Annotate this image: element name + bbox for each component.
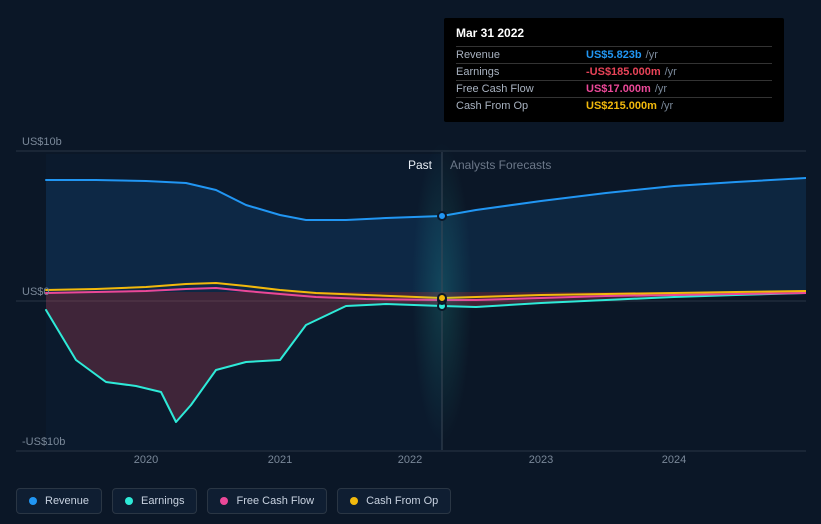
legend-dot-icon <box>220 497 228 505</box>
legend-label: Cash From Op <box>366 495 438 507</box>
tooltip-row-value: US$5.823b <box>586 49 642 61</box>
tooltip-row: Cash From OpUS$215.000m/yr <box>456 97 772 114</box>
legend-item[interactable]: Free Cash Flow <box>207 488 327 514</box>
series-marker <box>437 293 447 303</box>
tooltip-row: Earnings-US$185.000m/yr <box>456 63 772 80</box>
x-axis-label: 2023 <box>529 454 553 466</box>
legend-dot-icon <box>125 497 133 505</box>
legend-item[interactable]: Cash From Op <box>337 488 451 514</box>
tooltip-row-suffix: /yr <box>646 49 658 61</box>
tooltip-row-value: -US$185.000m <box>586 66 661 78</box>
tooltip-row-value: US$17.000m <box>586 83 651 95</box>
tooltip-row-label: Cash From Op <box>456 100 586 112</box>
tooltip-row-value: US$215.000m <box>586 100 657 112</box>
chart-legend: Revenue Earnings Free Cash Flow Cash From O… <box>16 488 451 514</box>
legend-dot-icon <box>29 497 37 505</box>
legend-item[interactable]: Revenue <box>16 488 102 514</box>
y-axis-label: US$0 <box>22 286 50 298</box>
tooltip-row-label: Earnings <box>456 66 586 78</box>
tooltip-row-suffix: /yr <box>665 66 677 78</box>
forecast-label: Analysts Forecasts <box>450 158 551 172</box>
x-axis-label: 2021 <box>268 454 292 466</box>
tooltip-row: Free Cash FlowUS$17.000m/yr <box>456 80 772 97</box>
tooltip-row-label: Revenue <box>456 49 586 61</box>
x-axis-label: 2020 <box>134 454 158 466</box>
x-axis-label: 2024 <box>662 454 686 466</box>
tooltip-row-label: Free Cash Flow <box>456 83 586 95</box>
legend-label: Revenue <box>45 495 89 507</box>
legend-label: Earnings <box>141 495 184 507</box>
chart-tooltip: Mar 31 2022 RevenueUS$5.823b/yrEarnings-… <box>444 18 784 122</box>
legend-dot-icon <box>350 497 358 505</box>
y-axis-label: -US$10b <box>22 436 65 448</box>
y-axis-label: US$10b <box>22 136 62 148</box>
legend-label: Free Cash Flow <box>236 495 314 507</box>
tooltip-row-suffix: /yr <box>655 83 667 95</box>
tooltip-row-suffix: /yr <box>661 100 673 112</box>
tooltip-title: Mar 31 2022 <box>456 26 772 40</box>
tooltip-row: RevenueUS$5.823b/yr <box>456 46 772 63</box>
x-axis-label: 2022 <box>398 454 422 466</box>
legend-item[interactable]: Earnings <box>112 488 197 514</box>
past-label: Past <box>408 158 432 172</box>
series-marker <box>437 211 447 221</box>
